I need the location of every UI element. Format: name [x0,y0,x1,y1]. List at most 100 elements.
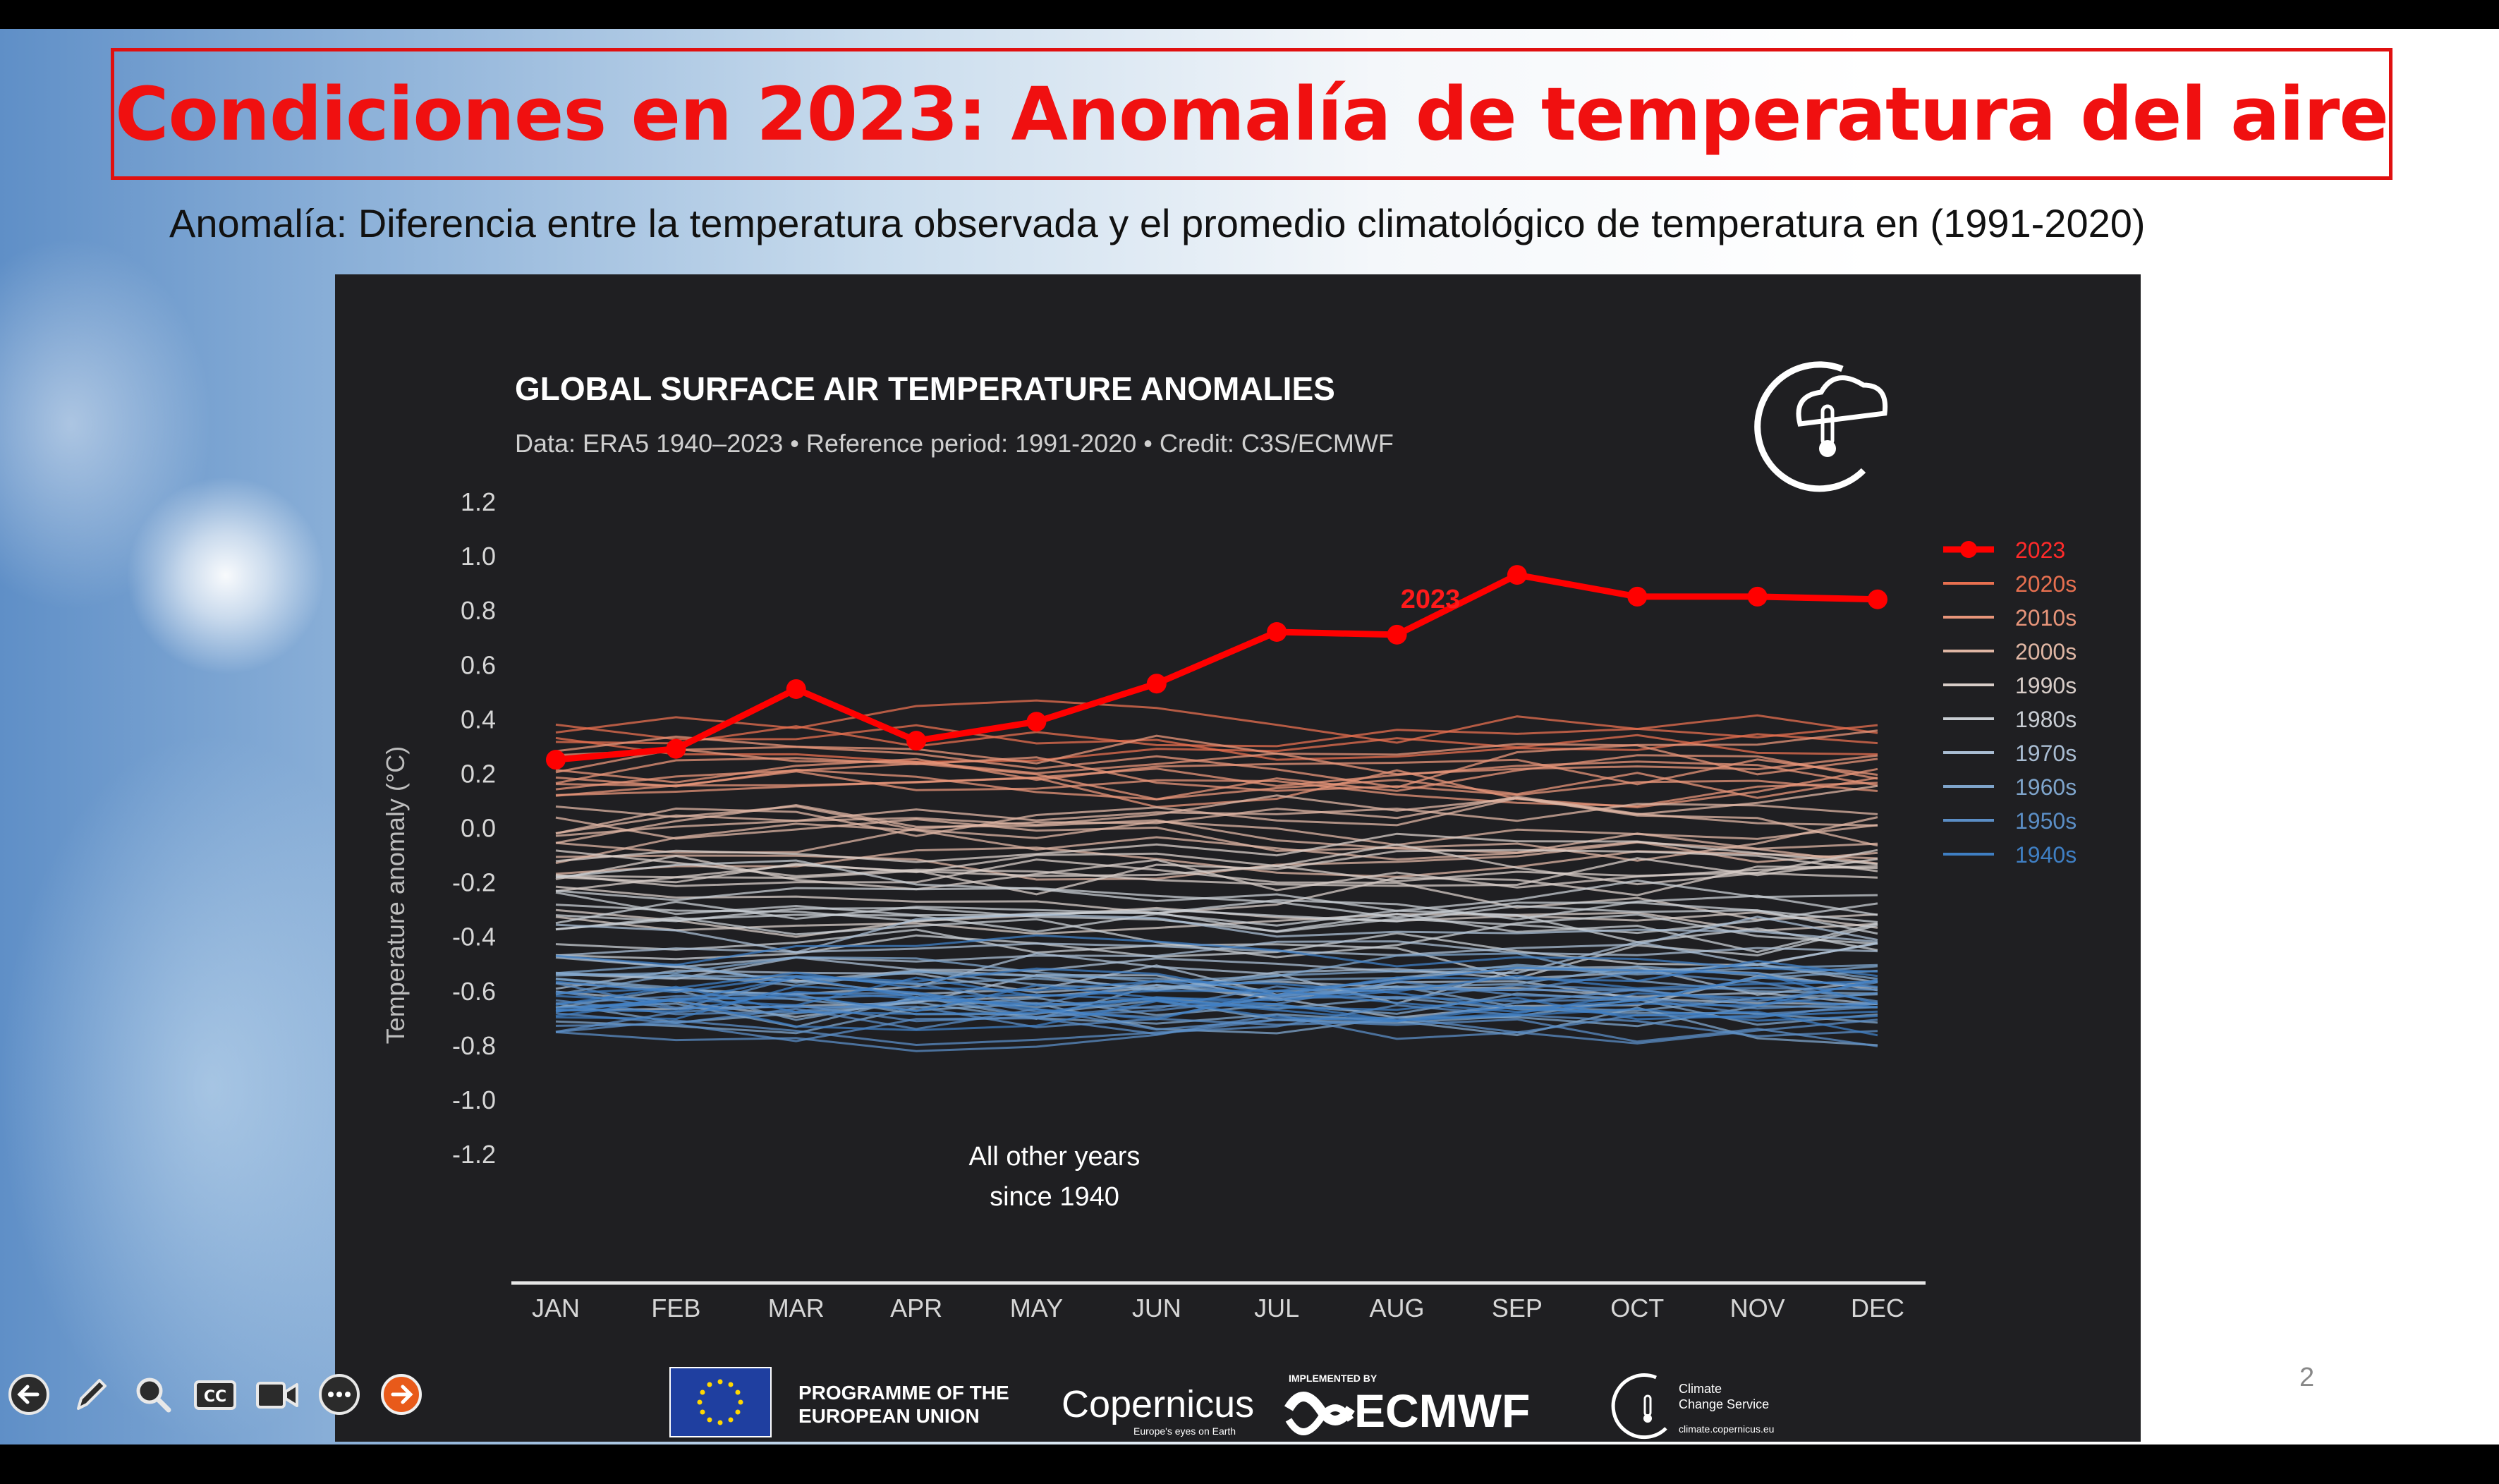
copernicus-logo: Copernicus [1062,1383,1254,1425]
year-line-2010s [555,770,1878,808]
year-line-2010s [555,758,1878,786]
year-line-2010s [555,756,1878,796]
series-2023-point [1868,589,1887,609]
ecmwf-logo: ECMWF [1354,1385,1530,1437]
other-years-annotation-line2: since 1940 [990,1182,1119,1212]
y-axis-ticks: 1.2 1.0 0.8 0.6 0.4 0.2 0.0 -0.2 -0.4 -0.6 -0.8 -1.… [452,487,496,1169]
y-tick-label: -0.6 [452,977,496,1006]
temperature-anomaly-chart: GLOBAL SURFACE AIR TEMPERATURE ANOMALIES… [381,361,2077,1440]
legend-marker-2023 [1960,541,1977,558]
more-options-button[interactable] [310,1366,368,1423]
arrow-left-icon [8,1374,49,1415]
slide-subtitle: Anomalía: Diferencia entre la temperatur… [169,201,2146,245]
presentation-slide: Condiciones en 2023: Anomalía de tempera… [0,29,2499,1445]
y-tick-label: 0.6 [461,650,496,679]
legend-label-1950s: 1950s [2015,808,2077,834]
legend-label-2010s: 2010s [2015,605,2077,631]
c3s-small-icon [1611,1373,1667,1440]
arrow-right-icon [381,1374,422,1415]
legend-label-1940s: 1940s [2015,842,2077,868]
year-line-1950s [555,1004,1878,1047]
chart-subtitle: Data: ERA5 1940–2023 • Reference period:… [515,429,1394,458]
year-line-2000s [555,822,1878,865]
year-line-1990s [555,849,1878,896]
slide-title: Condiciones en 2023: Anomalía de tempera… [115,71,2389,157]
next-slide-button[interactable] [372,1366,430,1423]
y-tick-label: -0.8 [452,1031,496,1060]
year-line-1980s [555,891,1878,935]
eu-stars-icon [697,1379,743,1425]
series-2023 [546,565,1887,770]
y-tick-label: 0.4 [461,705,496,734]
legend-label-1970s: 1970s [2015,741,2077,766]
ecmwf-swirl-icon [1284,1392,1355,1435]
x-tick-label: JAN [532,1294,580,1322]
year-line-2010s [555,734,1878,776]
x-tick-label: JUL [1254,1294,1299,1322]
pencil-icon [77,1379,107,1410]
series-2023-point [546,750,566,770]
year-line-2000s [555,796,1878,854]
y-tick-label: -0.4 [452,923,496,951]
x-axis-ticks: JAN FEB MAR APR MAY JUN JUL AUG SEP OCT NOV DEC [532,1294,1904,1322]
x-tick-label: AUG [1370,1294,1425,1322]
x-tick-label: MAY [1010,1294,1063,1322]
series-2023-point [1026,712,1047,732]
camera-button[interactable] [248,1366,306,1423]
legend-label-2023: 2023 [2015,537,2065,563]
year-line-2010s [555,748,1878,776]
chart-title: GLOBAL SURFACE AIR TEMPERATURE ANOMALIES [515,370,1335,407]
slide-number: 2 [2299,1363,2315,1392]
y-tick-label: -1.0 [452,1085,496,1114]
ecmwf-implemented-by: IMPLEMENTED BY [1289,1373,1378,1384]
series-2023-point [1507,565,1527,585]
legend-label-1960s: 1960s [2015,774,2077,800]
legend-label-2000s: 2000s [2015,639,2077,664]
year-line-2010s [555,729,1878,789]
x-tick-label: MAR [768,1294,825,1322]
x-tick-label: APR [890,1294,942,1322]
slide-title-box: Condiciones en 2023: Anomalía de tempera… [111,48,2392,180]
year-line-2010s [555,760,1878,797]
year-line-1980s [555,859,1878,912]
year-line-1990s [555,849,1878,884]
series-2023-point [1267,622,1287,642]
series-2023-point [786,679,806,699]
previous-slide-button[interactable] [0,1366,58,1423]
c3s-logo-line1: Climate [1679,1382,1722,1396]
series-2023-point [906,731,927,751]
year-line-1970s [555,941,1878,980]
series-2023-point [666,738,686,759]
year-line-1980s [555,932,1878,966]
other-years-annotation-line1: All other years [969,1142,1141,1172]
year-line-1980s [555,894,1878,925]
pen-tool-button[interactable] [62,1366,120,1423]
year-line-2010s [555,754,1878,801]
x-tick-label: NOV [1730,1294,1785,1322]
year-line-2000s [555,784,1878,837]
year-line-1940s [555,985,1878,1022]
series-2023-label: 2023 [1401,585,1461,614]
y-tick-label: -0.2 [452,868,496,897]
subtitles-button[interactable]: CC [186,1366,244,1423]
year-line-1940s [555,934,1878,973]
zoom-button[interactable] [124,1366,182,1423]
presentation-toolbar: CC [0,1365,430,1424]
legend-label-2020s: 2020s [2015,571,2077,597]
year-line-1940s [555,975,1878,1022]
series-2023-point [1146,674,1167,694]
y-tick-label: 0.0 [461,814,496,843]
magnifier-icon [136,1377,171,1413]
year-line-1990s [555,865,1878,915]
year-line-1940s [555,966,1878,1018]
year-line-1940s [555,975,1878,1013]
x-tick-label: OCT [1610,1294,1664,1322]
y-tick-label: -1.2 [452,1140,496,1169]
legend-label-1990s: 1990s [2015,673,2077,698]
series-2023-line [555,571,1878,763]
eu-programme-line1: PROGRAMME OF THE [798,1382,1009,1404]
year-line-2000s [555,816,1878,862]
y-tick-label: 1.0 [461,542,496,571]
y-tick-label: 1.2 [461,487,496,516]
year-line-1950s [555,971,1878,1011]
